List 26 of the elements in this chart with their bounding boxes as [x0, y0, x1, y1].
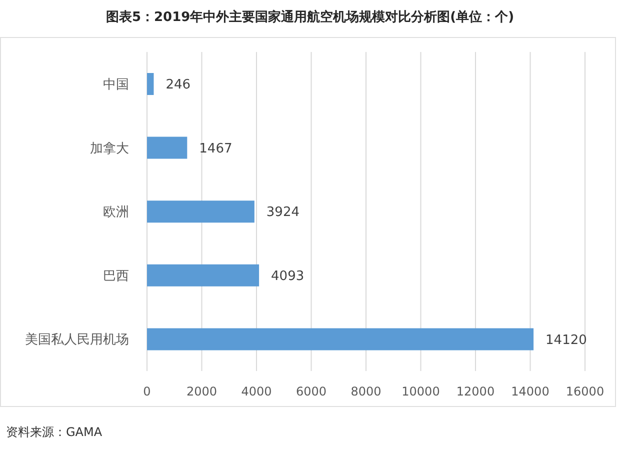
- data-label: 4093: [271, 269, 304, 284]
- y-tick-label: 加拿大: [90, 141, 129, 156]
- bar: [147, 200, 254, 223]
- x-tick-label: 8000: [350, 384, 382, 399]
- x-tick-label: 0: [143, 384, 151, 399]
- y-tick-label: 美国私人民用机场: [25, 332, 129, 348]
- x-tick-label: 14000: [511, 384, 550, 399]
- text: 资料来源：GAMA: [6, 424, 102, 441]
- bar: [147, 328, 534, 350]
- x-tick-label: 16000: [566, 384, 604, 399]
- bar: [147, 264, 260, 286]
- x-tick-label: 2000: [186, 384, 218, 399]
- data-label: 246: [166, 78, 191, 93]
- chart-title: 图表5：2019年中外主要国家通用航空机场规模对比分析图(单位：个): [104, 8, 516, 26]
- data-label: 14120: [546, 332, 587, 348]
- x-tick-label: 4000: [241, 384, 272, 399]
- x-tick-label: 10000: [402, 384, 440, 399]
- y-tick-label: 巴西: [103, 268, 129, 284]
- bar: [147, 136, 188, 159]
- y-tick-label: 欧洲: [103, 205, 129, 220]
- x-tick-label: 12000: [456, 384, 495, 399]
- x-tick-label: 6000: [296, 384, 327, 399]
- y-tick-label: 中国: [103, 78, 129, 93]
- data-label: 1467: [199, 141, 232, 156]
- bar: [147, 73, 154, 95]
- data-label: 3924: [266, 205, 300, 220]
